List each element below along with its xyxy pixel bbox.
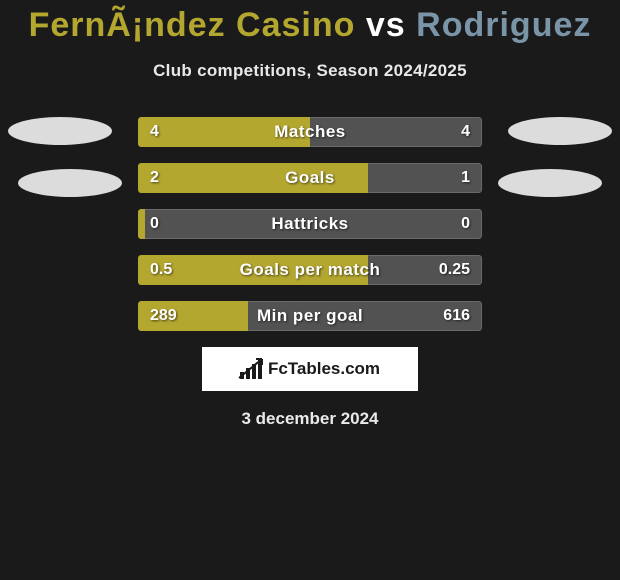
stat-value-right: 4 xyxy=(461,117,470,147)
stat-label: Min per goal xyxy=(138,301,482,331)
stat-label: Goals per match xyxy=(138,255,482,285)
club-logo-placeholder-icon xyxy=(8,117,112,145)
stat-value-right: 616 xyxy=(443,301,470,331)
date-line: 3 december 2024 xyxy=(0,409,620,429)
title-player1: FernÃ¡ndez Casino xyxy=(29,6,356,44)
stat-row: 0Hattricks0 xyxy=(138,209,482,239)
stat-value-right: 1 xyxy=(461,163,470,193)
stat-value-right: 0.25 xyxy=(439,255,470,285)
stat-value-right: 0 xyxy=(461,209,470,239)
title-player2: Rodriguez xyxy=(416,6,591,44)
club-logo-placeholder-icon xyxy=(508,117,612,145)
bar-chart-icon xyxy=(240,359,262,379)
club-logo-placeholder-icon xyxy=(18,169,122,197)
stat-row: 289Min per goal616 xyxy=(138,301,482,331)
stat-row: 2Goals1 xyxy=(138,163,482,193)
comparison-bars: 4Matches4 2Goals1 0Hattricks0 0.5Goals per … xyxy=(138,117,482,331)
stat-row: 0.5Goals per match0.25 xyxy=(138,255,482,285)
stat-label: Goals xyxy=(138,163,482,193)
title-vs: vs xyxy=(366,6,406,44)
stat-row: 4Matches4 xyxy=(138,117,482,147)
stat-label: Matches xyxy=(138,117,482,147)
page-title: FernÃ¡ndez Casino vs Rodriguez xyxy=(0,0,620,45)
brand-box: FcTables.com xyxy=(202,347,418,391)
subtitle: Club competitions, Season 2024/2025 xyxy=(0,61,620,81)
club-logo-placeholder-icon xyxy=(498,169,602,197)
brand-text: FcTables.com xyxy=(268,359,380,379)
comparison-section: 4Matches4 2Goals1 0Hattricks0 0.5Goals per … xyxy=(0,117,620,429)
stat-label: Hattricks xyxy=(138,209,482,239)
